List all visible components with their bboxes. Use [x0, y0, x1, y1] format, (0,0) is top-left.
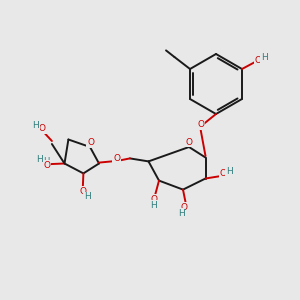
Text: O: O [186, 138, 193, 147]
Text: H: H [150, 201, 157, 210]
Text: O: O [43, 161, 50, 170]
Text: H: H [43, 157, 49, 166]
Text: H: H [84, 192, 90, 201]
Text: H: H [226, 167, 233, 176]
Text: O: O [219, 169, 226, 178]
Text: O: O [254, 56, 261, 65]
Text: H: H [32, 121, 39, 130]
Text: O: O [113, 154, 120, 163]
Text: O: O [39, 124, 46, 134]
Text: H: H [37, 155, 43, 164]
Text: O: O [197, 120, 204, 129]
Text: H: H [178, 209, 184, 218]
Text: O: O [150, 195, 157, 204]
Text: O: O [79, 187, 86, 196]
Text: O: O [180, 203, 187, 212]
Text: O: O [87, 138, 94, 147]
Text: H: H [261, 53, 268, 62]
